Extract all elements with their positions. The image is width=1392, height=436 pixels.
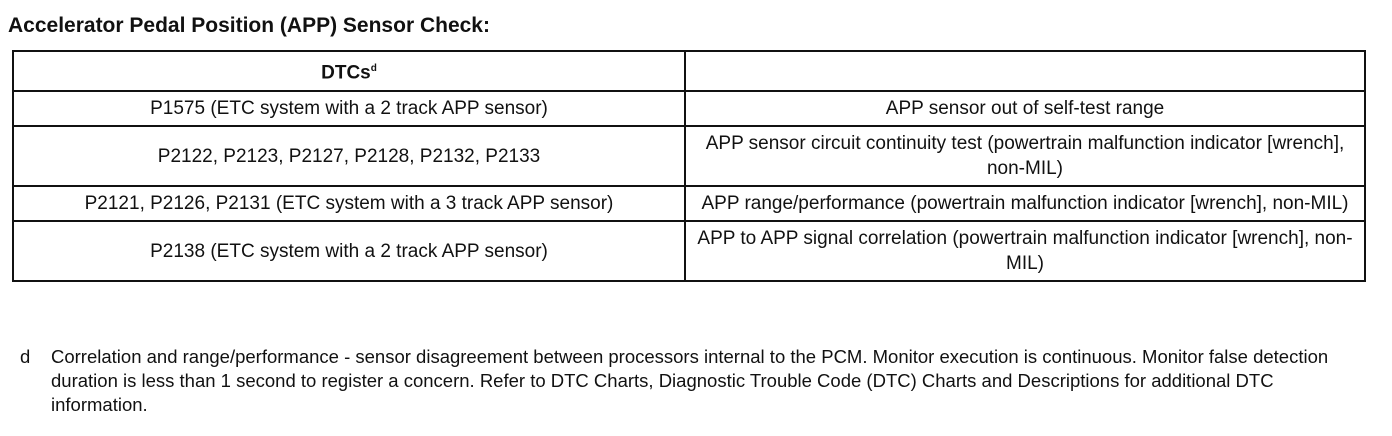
description-cell: APP range/performance (powertrain malfun… <box>684 185 1366 222</box>
dtc-cell: P2121, P2126, P2131 (ETC system with a 3… <box>12 185 686 222</box>
footnote-text: Correlation and range/performance - sens… <box>51 346 1329 415</box>
table-row: P2138 (ETC system with a 2 track APP sen… <box>12 220 1366 282</box>
header-description <box>684 50 1366 92</box>
table-header-row: DTCsd <box>12 50 1366 92</box>
footnote: d Correlation and range/performance - se… <box>20 345 1351 417</box>
table-row: P2122, P2123, P2127, P2128, P2132, P2133… <box>12 125 1366 187</box>
header-dtcs: DTCsd <box>12 50 686 92</box>
description-cell: APP sensor circuit continuity test (powe… <box>684 125 1366 187</box>
dtc-cell: P2122, P2123, P2127, P2128, P2132, P2133 <box>12 125 686 187</box>
dtc-table: DTCsd P1575 (ETC system with a 2 track A… <box>12 50 1366 282</box>
dtc-cell: P1575 (ETC system with a 2 track APP sen… <box>12 90 686 127</box>
description-cell: APP sensor out of self-test range <box>684 90 1366 127</box>
table-row: P1575 (ETC system with a 2 track APP sen… <box>12 90 1366 127</box>
description-cell: APP to APP signal correlation (powertrai… <box>684 220 1366 282</box>
footnote-ref: d <box>370 63 377 75</box>
header-label: DTCs <box>321 62 371 84</box>
table-row: P2121, P2126, P2131 (ETC system with a 3… <box>12 185 1366 222</box>
section-title: Accelerator Pedal Position (APP) Sensor … <box>8 14 490 37</box>
footnote-mark: d <box>20 346 31 367</box>
dtc-cell: P2138 (ETC system with a 2 track APP sen… <box>12 220 686 282</box>
